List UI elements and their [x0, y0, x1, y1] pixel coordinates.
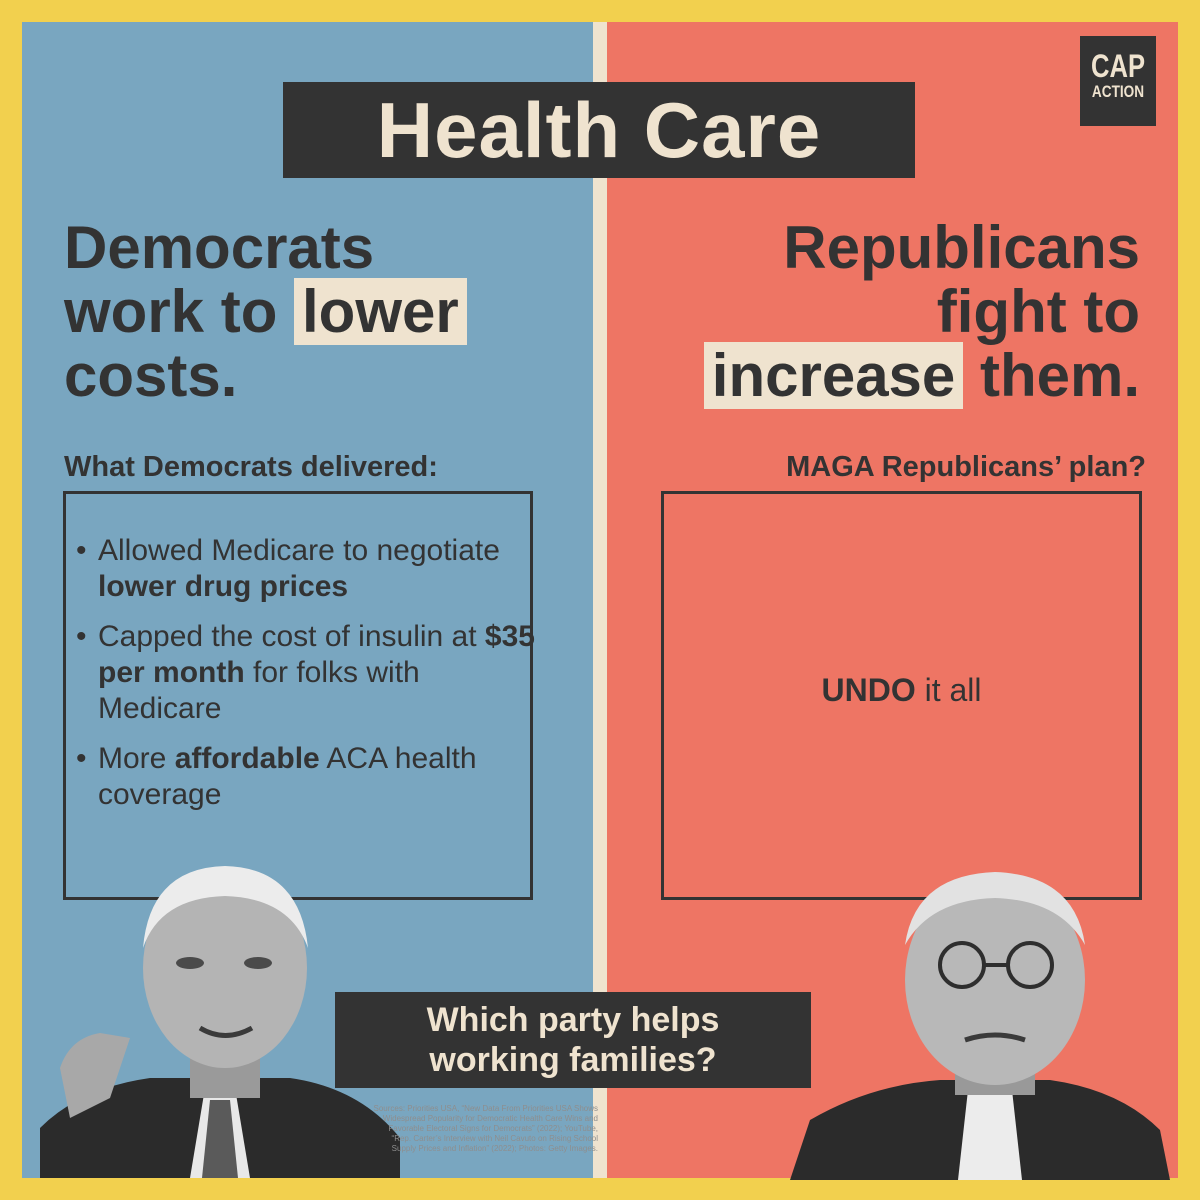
dem-headline-line3: costs. — [64, 342, 238, 409]
list-item: Allowed Medicare to negotiate lower drug… — [76, 533, 546, 605]
bullet-bold-text: $35 per month — [98, 620, 535, 689]
bullet-bold-text: lower drug prices — [98, 570, 349, 603]
question-line1: Which party helps — [426, 1001, 720, 1039]
bullet-text: Allowed Medicare to negotiate — [98, 534, 500, 567]
rep-headline-line3: increase them. — [703, 342, 1140, 409]
list-item: More affordable ACA health coverage — [76, 741, 546, 813]
dem-headline-line2-text: work to — [64, 278, 295, 345]
bullet-bold-text: affordable — [174, 742, 320, 775]
man-portrait-icon — [40, 866, 400, 1178]
republicans-plan-box — [661, 491, 1142, 900]
rep-headline-highlight: increase — [703, 342, 964, 409]
question-banner: Which party helps working families? — [335, 992, 811, 1088]
list-item: Capped the cost of insulin at $35 per mo… — [76, 619, 546, 727]
question-line2: working families? — [429, 1041, 717, 1079]
sources-footnote: Sources: Priorities USA, “New Data From … — [373, 1104, 598, 1153]
republicans-plan-text: UNDO it all — [661, 672, 1142, 709]
bullet-text: More — [98, 742, 175, 775]
dem-headline-line2: work to lower — [64, 278, 467, 345]
dem-headline-line1: Democrats — [64, 214, 375, 281]
republicans-subheading: MAGA Republicans’ plan? — [786, 451, 1146, 483]
bullet-text: ACA health coverage — [98, 742, 477, 811]
republicans-headline: Republicans fight to increase them. — [703, 214, 1140, 409]
logo-line1: CAP — [1090, 48, 1146, 84]
plan-rest-text: it all — [915, 672, 982, 708]
title-banner: Health Care — [283, 82, 915, 178]
dem-headline-highlight: lower — [294, 278, 467, 345]
bullet-text: for folks with Medicare — [98, 656, 420, 725]
democrats-bullet-list: Allowed Medicare to negotiate lower drug… — [76, 533, 546, 827]
democrats-headline: Democrats work to lower costs. — [64, 216, 467, 408]
rep-headline-line2: fight to — [936, 278, 1140, 345]
bullet-text: Capped the cost of insulin at — [98, 620, 485, 653]
democrats-subheading: What Democrats delivered: — [64, 451, 438, 483]
logo-line2: ACTION — [1091, 82, 1145, 101]
rep-headline-line3-text: them. — [963, 342, 1140, 409]
page-title: Health Care — [376, 85, 822, 174]
cap-action-logo: CAP ACTION — [1080, 36, 1156, 126]
center-divider — [593, 22, 607, 1178]
plan-bold-text: UNDO — [821, 672, 916, 708]
rep-headline-line1: Republicans — [783, 214, 1140, 281]
man-with-glasses-portrait-icon — [790, 872, 1170, 1180]
